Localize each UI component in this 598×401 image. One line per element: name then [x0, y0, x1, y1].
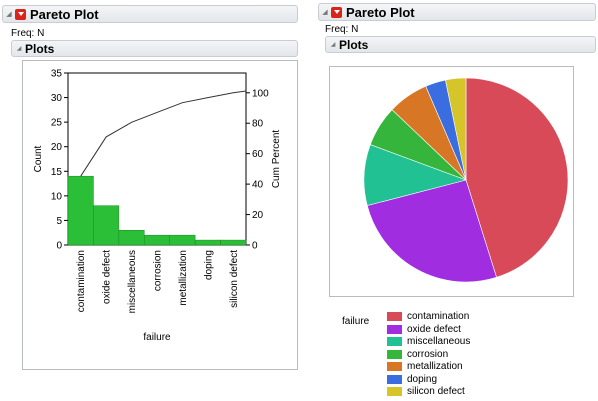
y-tick-label: 15 [51, 167, 63, 178]
y-tick-label: 25 [51, 118, 63, 129]
y-tick-label: 30 [51, 93, 63, 104]
bar-metallization [169, 234, 196, 246]
y-axis-title: Count [33, 145, 44, 172]
legend-label: corrosion [407, 348, 449, 360]
disclosure-icon[interactable]: ◢ [6, 11, 12, 18]
red-triangle-menu-icon[interactable] [15, 8, 26, 20]
legend-title: failure [342, 316, 370, 327]
legend-label: metallization [407, 361, 463, 372]
freq-label: Freq: N [11, 28, 45, 39]
category-label: doping [203, 250, 214, 280]
pareto-title-bar[interactable]: ◢ Pareto Plot [2, 5, 298, 23]
bar-miscellaneous [118, 230, 145, 246]
pie-chart [363, 77, 569, 283]
bar-oxide-defect [93, 205, 120, 246]
y2-tick-label: 20 [252, 210, 264, 221]
pie-slice-silicon-defect [445, 77, 467, 181]
legend-swatch [387, 312, 402, 321]
legend-label: doping [407, 373, 438, 385]
legend-item: corrosion [387, 349, 448, 360]
pie-slice-contamination [465, 77, 569, 278]
legend-item: metallization [387, 361, 463, 372]
legend-swatch [387, 349, 402, 359]
category-label: contamination [76, 250, 87, 312]
pie-slice-oxide-defect [366, 179, 497, 283]
category-label: metallization [178, 250, 189, 306]
legend-item: contamination [387, 311, 469, 322]
bar-contamination [67, 175, 94, 246]
disclosure-icon[interactable]: ◢ [16, 46, 22, 52]
legend-label: silicon defect [407, 386, 465, 397]
y2-tick-label: 60 [252, 149, 264, 160]
category-label: silicon defect [229, 250, 240, 308]
plots-title: Plots [25, 41, 55, 56]
y-tick-label: 10 [51, 191, 63, 202]
plots-outline-bar[interactable]: ◢ Plots [11, 40, 298, 57]
category-label: miscellaneous [127, 250, 138, 313]
cum-percent-line [80, 90, 247, 177]
bar-corrosion [144, 234, 170, 246]
bar-silicon-defect [220, 239, 247, 246]
category-label: corrosion [153, 250, 164, 291]
y-tick-label: 20 [51, 142, 63, 153]
y2-tick-label: 100 [252, 88, 269, 99]
legend-label: contamination [407, 311, 470, 322]
bar-doping [194, 239, 221, 246]
category-label: oxide defect [102, 250, 113, 304]
y-tick-label: 5 [56, 216, 62, 227]
legend-item: silicon defect [387, 386, 465, 397]
y-tick-label: 35 [51, 69, 63, 80]
red-triangle-menu-icon[interactable] [331, 6, 342, 18]
legend-swatch [387, 387, 402, 396]
report-title: Pareto Plot [30, 6, 99, 22]
y2-tick-label: 80 [252, 119, 264, 130]
disclosure-icon[interactable]: ◢ [330, 42, 336, 48]
legend-swatch [387, 362, 402, 371]
legend-swatch [387, 324, 402, 334]
y-tick-label: 0 [56, 241, 62, 252]
y2-axis-title: Cum Percent [271, 130, 282, 189]
y2-tick-label: 40 [252, 180, 264, 191]
legend-label: oxide defect [407, 323, 461, 335]
pie-title-bar[interactable]: ◢ Pareto Plot [318, 3, 596, 21]
disclosure-icon[interactable]: ◢ [322, 9, 328, 16]
legend-swatch [387, 337, 402, 346]
plots-outline-bar[interactable]: ◢ Plots [325, 36, 596, 53]
legend-item: miscellaneous [387, 336, 470, 347]
pareto-chart: 0 5 10 15 20 25 30 35 0 20 40 60 80 100 Count Cum Perce… [33, 69, 282, 344]
legend-item: oxide defect [387, 324, 461, 335]
freq-label: Freq: N [325, 24, 359, 35]
legend-swatch [387, 374, 402, 384]
x-axis-title: failure [143, 332, 171, 343]
report-title: Pareto Plot [346, 4, 415, 20]
y2-tick-label: 0 [252, 241, 258, 252]
legend-label: miscellaneous [407, 336, 471, 347]
legend-item: doping [387, 374, 437, 385]
plots-title: Plots [339, 37, 369, 52]
